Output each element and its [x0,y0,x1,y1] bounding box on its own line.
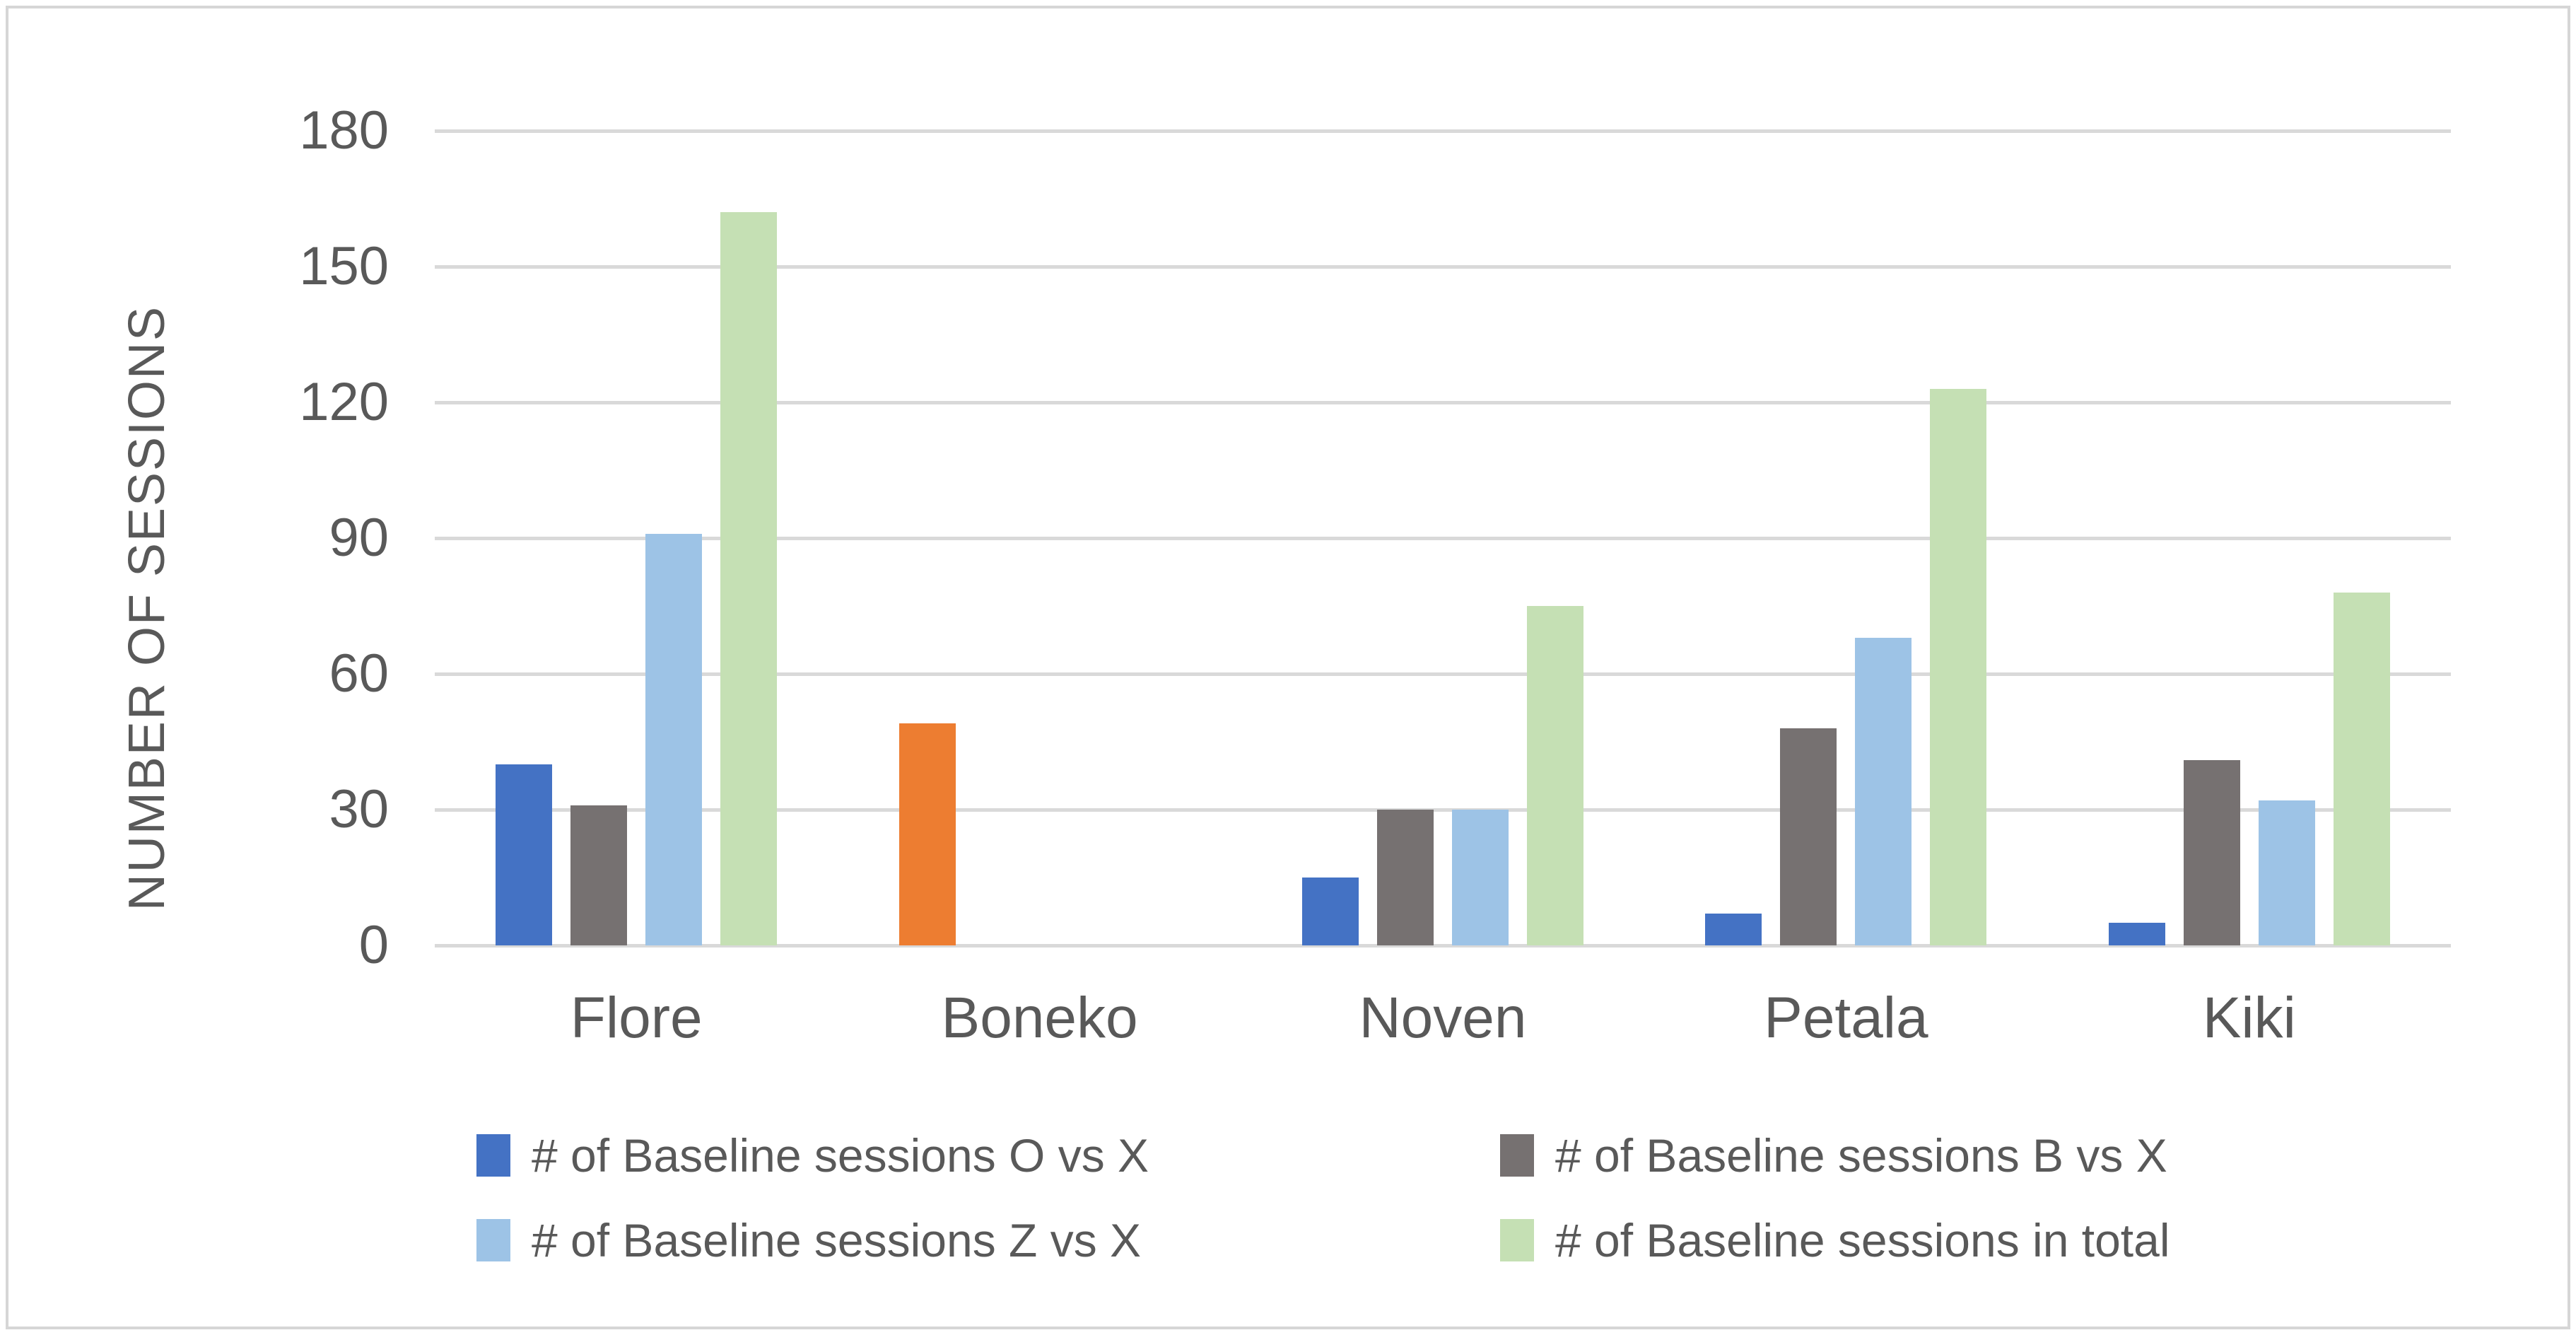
legend-item-2: # of Baseline sessions B vs X [1500,1126,2167,1185]
bar-kiki-series-4 [2333,592,2390,945]
legend-swatch-icon [476,1134,510,1177]
bar-petala-series-3 [1855,637,1912,945]
x-category-label-boneko: Boneko [941,986,1138,1050]
legend-item-1: # of Baseline sessions O vs X [476,1126,1149,1185]
y-tick-label-30: 30 [329,779,389,839]
y-tick-label-150: 150 [299,236,389,296]
bar-noven-series-1 [1302,878,1359,945]
gridline-120 [435,401,2451,404]
bar-noven-series-2 [1377,810,1434,945]
bar-petala-series-2 [1780,728,1837,945]
legend-item-4: # of Baseline sessions in total [1500,1211,2170,1270]
bar-noven-series-3 [1452,810,1509,945]
x-category-label-petala: Petala [1764,986,1928,1050]
legend-label: # of Baseline sessions in total [1555,1214,2170,1266]
x-category-label-noven: Noven [1359,986,1527,1050]
x-category-label-flore: Flore [570,986,703,1050]
y-axis-title: NUMBER OF SESSIONS [119,305,175,911]
gridline-90 [435,537,2451,540]
bar-kiki-series-1 [2108,923,2165,945]
y-tick-label-120: 120 [299,372,389,432]
bar-flore-series-4 [720,212,778,945]
chart-border [6,6,2570,1329]
plot-area [435,129,2451,948]
gridline-180 [435,129,2451,133]
bar-petala-series-1 [1705,914,1762,945]
bar-boneko-series-1 [898,723,956,945]
legend-label: # of Baseline sessions O vs X [532,1129,1149,1182]
legend-label: # of Baseline sessions B vs X [1555,1129,2167,1182]
legend-swatch-icon [476,1219,510,1261]
bar-flore-series-3 [645,533,703,945]
y-tick-label-90: 90 [329,508,389,568]
gridline-0 [435,944,2451,948]
gridline-30 [435,808,2451,812]
gridline-60 [435,672,2451,676]
legend-swatch-icon [1500,1134,1534,1177]
gridline-150 [435,265,2451,269]
bar-flore-series-2 [570,805,628,945]
legend-label: # of Baseline sessions Z vs X [532,1214,1142,1266]
y-tick-label-60: 60 [329,643,389,704]
legend-swatch-icon [1500,1219,1534,1261]
y-tick-label-0: 0 [358,915,389,975]
x-category-label-kiki: Kiki [2202,986,2296,1050]
bar-noven-series-4 [1527,606,1583,945]
bar-kiki-series-3 [2258,800,2315,945]
bar-kiki-series-2 [2183,759,2240,945]
bar-flore-series-1 [496,764,553,945]
bar-petala-series-4 [1930,388,1987,945]
y-tick-label-180: 180 [299,100,389,161]
legend-item-3: # of Baseline sessions Z vs X [476,1211,1141,1270]
